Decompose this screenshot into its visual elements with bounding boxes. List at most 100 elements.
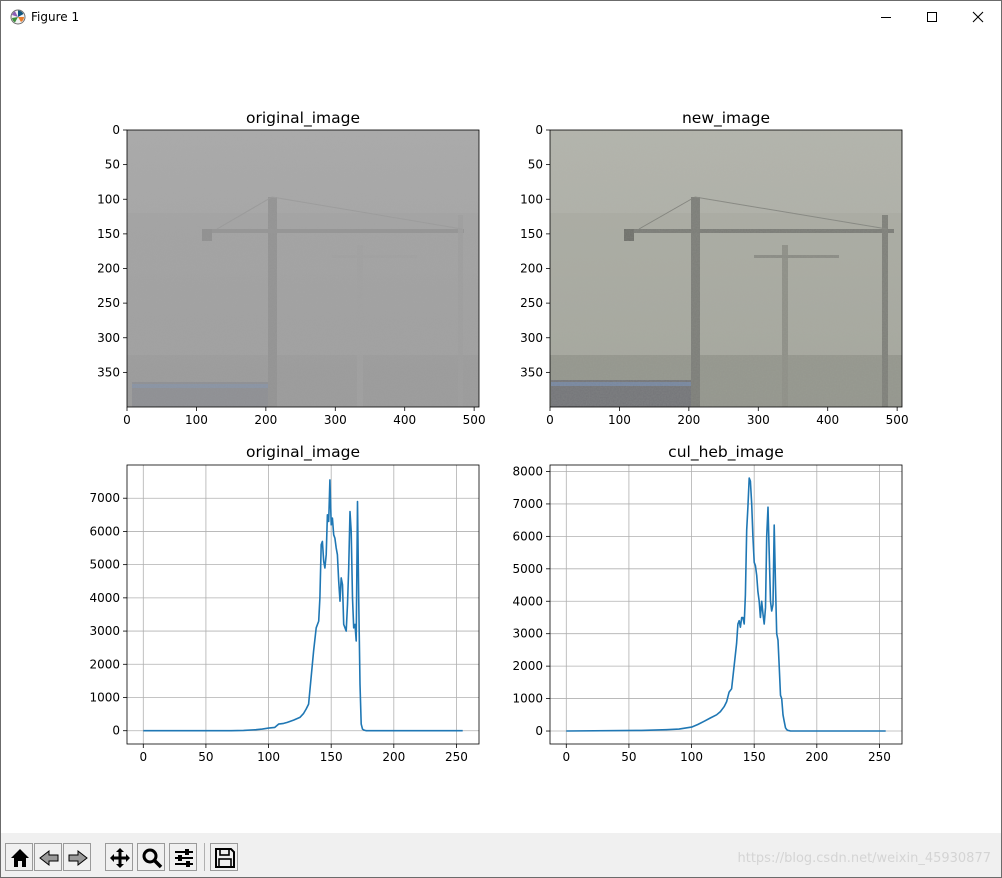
figure-canvas[interactable]: original_image <box>2 33 1002 833</box>
x-tick-label: 200 <box>382 750 405 764</box>
image-original <box>127 130 479 407</box>
x-tick-label: 500 <box>886 413 909 427</box>
x-tick-label: 250 <box>868 750 891 764</box>
y-tick-label: 350 <box>97 365 120 379</box>
magnifier-icon <box>142 848 163 869</box>
y-tick-label: 3000 <box>512 627 543 641</box>
configure-subplots-button[interactable] <box>169 843 197 871</box>
zoom-button[interactable] <box>137 843 165 871</box>
x-tick-label: 50 <box>621 750 636 764</box>
save-button[interactable] <box>210 843 238 871</box>
y-tick-label: 50 <box>528 158 543 172</box>
y-tick-label: 6000 <box>512 529 543 543</box>
image-new <box>550 130 902 407</box>
close-button[interactable] <box>955 1 1001 33</box>
subplot-title: new_image <box>682 109 770 128</box>
matplotlib-logo-icon <box>10 9 26 25</box>
back-button[interactable] <box>34 843 62 871</box>
x-tick-label: 200 <box>805 750 828 764</box>
x-tick-label: 0 <box>139 750 147 764</box>
subplot-original-image: original_image <box>97 109 485 427</box>
title-bar[interactable]: Figure 1 <box>1 1 1001 33</box>
x-tick-label: 400 <box>393 413 416 427</box>
y-tick-label: 300 <box>97 331 120 345</box>
x-tick-label: 50 <box>198 750 213 764</box>
y-tick-label: 150 <box>97 227 120 241</box>
x-tick-label: 300 <box>324 413 347 427</box>
x-tick-label: 100 <box>680 750 703 764</box>
x-tick-label: 300 <box>747 413 770 427</box>
forward-button[interactable] <box>63 843 91 871</box>
y-tick-label: 100 <box>520 192 543 206</box>
close-icon <box>972 11 984 23</box>
y-tick-label: 250 <box>520 296 543 310</box>
subplot-title: original_image <box>246 109 360 128</box>
y-tick-label: 7000 <box>512 497 543 511</box>
x-tick-label: 0 <box>546 413 554 427</box>
y-tick-label: 0 <box>112 724 120 738</box>
move-arrows-icon <box>110 848 130 868</box>
subplot-title: cul_heb_image <box>668 443 784 462</box>
y-tick-label: 350 <box>520 365 543 379</box>
series-line <box>143 479 463 732</box>
series-line <box>566 477 886 732</box>
subplot-original-histogram: original_image 0 50 100 150 200 250 0 1000 2000… <box>89 443 480 764</box>
floppy-disk-icon <box>215 848 235 868</box>
image-haze-texture <box>127 130 479 407</box>
x-tick-label: 200 <box>254 413 277 427</box>
y-tick-label: 5000 <box>512 562 543 576</box>
y-tick-label: 3000 <box>89 624 120 638</box>
x-tick-label: 0 <box>123 413 131 427</box>
x-tick-label: 0 <box>562 750 570 764</box>
y-tick-label: 100 <box>97 192 120 206</box>
y-tick-label: 0 <box>535 724 543 738</box>
y-tick-label: 8000 <box>512 464 543 478</box>
y-tick-label: 200 <box>97 262 120 276</box>
y-tick-label: 250 <box>97 296 120 310</box>
y-tick-group: 0 50 100 150 200 250 300 350 <box>520 123 550 379</box>
minimize-button[interactable] <box>863 1 909 33</box>
watermark-text: https://blog.csdn.net/weixin_45930877 <box>737 851 991 866</box>
grid-lines <box>127 465 479 744</box>
y-tick-label: 1000 <box>89 691 120 705</box>
y-tick-label: 300 <box>520 331 543 345</box>
y-tick-label: 2000 <box>89 657 120 671</box>
maximize-icon <box>927 12 937 22</box>
x-tick-label: 150 <box>743 750 766 764</box>
grid-lines <box>550 465 902 744</box>
window-title: Figure 1 <box>31 10 80 24</box>
y-tick-label: 7000 <box>89 491 120 505</box>
x-tick-label: 100 <box>608 413 631 427</box>
subplot-title: original_image <box>246 443 360 462</box>
y-tick-label: 1000 <box>512 692 543 706</box>
axes-frame <box>126 464 480 745</box>
pan-button[interactable] <box>105 843 133 871</box>
x-tick-label: 150 <box>320 750 343 764</box>
x-tick-label: 200 <box>677 413 700 427</box>
y-tick-label: 6000 <box>89 524 120 538</box>
y-tick-label: 2000 <box>512 659 543 673</box>
y-tick-label: 0 <box>112 123 120 137</box>
x-tick-label: 400 <box>816 413 839 427</box>
toolbar-separator <box>204 843 205 871</box>
y-tick-group: 0 50 100 150 200 250 300 350 <box>97 123 127 379</box>
y-tick-group: 0 1000 2000 3000 4000 5000 6000 7000 8000 <box>512 464 550 738</box>
image-haze-texture <box>550 130 902 407</box>
subplot-cul-heb-histogram: cul_heb_image 0 50 100 150 200 250 0 1000 2000 3… <box>512 443 903 764</box>
back-arrow-icon <box>39 849 59 867</box>
subplot-new-image: new_image 0 <box>520 109 908 427</box>
x-tick-group: 0 100 200 300 400 500 <box>123 407 486 427</box>
x-tick-group: 0 50 100 150 200 250 <box>562 744 891 764</box>
x-tick-label: 100 <box>257 750 280 764</box>
home-button[interactable] <box>5 843 33 871</box>
x-tick-label: 500 <box>463 413 486 427</box>
y-tick-label: 0 <box>535 123 543 137</box>
figure-svg: original_image <box>89 109 908 764</box>
maximize-button[interactable] <box>909 1 955 33</box>
y-tick-label: 200 <box>520 262 543 276</box>
x-tick-group: 0 50 100 150 200 250 <box>139 744 468 764</box>
y-tick-label: 5000 <box>89 558 120 572</box>
x-tick-label: 250 <box>445 750 468 764</box>
y-tick-group: 0 1000 2000 3000 4000 5000 6000 7000 <box>89 491 127 738</box>
